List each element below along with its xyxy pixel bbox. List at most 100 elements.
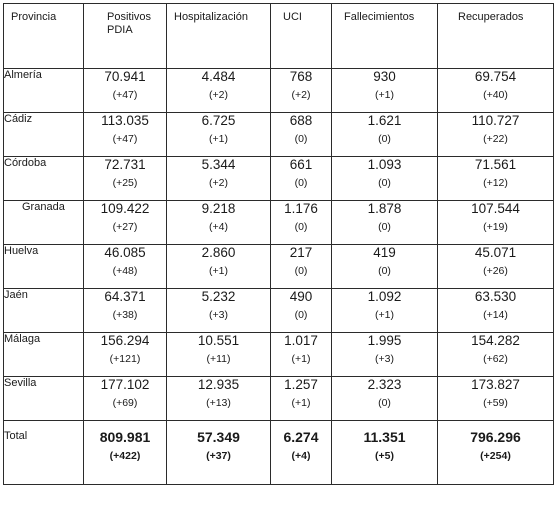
fallecimientos-delta: (0) [378, 221, 391, 233]
positivos-delta: (+27) [112, 221, 138, 233]
table-row: Huelva 46.085 (+48) 2.860 (+1) 217 (0) 419(… [3, 244, 554, 289]
hospitalizacion-value: 5.232 [201, 289, 236, 304]
hospitalizacion-delta: (+4) [209, 221, 228, 233]
recuperados-value: 45.071 [474, 245, 517, 260]
hospitalizacion-value: 12.935 [197, 377, 240, 392]
total-fallecimientos-cell: 11.351 (+5) [331, 420, 438, 485]
positivos-value: 64.371 [104, 289, 146, 304]
recuperados-cell: 110.727 (+22) [437, 112, 554, 157]
provincia-cell: Almería [3, 68, 84, 113]
positivos-value: 72.731 [104, 157, 146, 172]
positivos-value: 177.102 [100, 377, 150, 392]
header-hospitalizacion: Hospitalización [166, 3, 271, 69]
hospitalizacion-cell: 2.860 (+1) [166, 244, 271, 289]
recuperados-delta: (+26) [483, 265, 508, 277]
fallecimientos-cell: 930 (+1) [331, 68, 438, 113]
recuperados-delta: (+59) [483, 397, 508, 409]
uci-value: 217 [289, 245, 313, 260]
positivos-delta: (+47) [112, 89, 138, 101]
fallecimientos-delta: (+3) [375, 353, 394, 365]
fallecimientos-cell: 1.093 (0) [331, 156, 438, 201]
positivos-delta: (+69) [112, 397, 138, 409]
recuperados-cell: 45.071 (+26) [437, 244, 554, 289]
fallecimientos-value: 1.621 [367, 113, 402, 128]
table-row: Sevilla 177.102 (+69) 12.935 (+13) 1.257 (+… [3, 376, 554, 421]
fallecimientos-delta: (0) [378, 397, 391, 409]
uci-cell: 217 (0) [270, 244, 332, 289]
positivos-cell: 177.102 (+69) [83, 376, 167, 421]
recuperados-cell: 107.544 (+19) [437, 200, 554, 245]
header-positivos-line1: Positivos [107, 11, 152, 23]
uci-cell: 1.176 (0) [270, 200, 332, 245]
recuperados-cell: 69.754 (+40) [437, 68, 554, 113]
recuperados-value: 154.282 [471, 333, 520, 348]
recuperados-delta: (+19) [483, 221, 508, 233]
provincia-cell: Sevilla [3, 376, 84, 421]
table-row: Cádiz 113.035 (+47) 6.725 (+1) 688 (0) 1.62… [3, 112, 554, 157]
uci-cell: 490 (0) [270, 288, 332, 333]
positivos-value: 113.035 [101, 113, 149, 128]
positivos-cell: 113.035 (+47) [83, 112, 167, 157]
uci-delta: (0) [294, 177, 308, 189]
positivos-value: 70.941 [104, 69, 146, 84]
provincia-cell: Jaén [3, 288, 84, 333]
uci-delta: (0) [294, 221, 308, 233]
table-row: Almería 70.941 (+47) 4.484 (+2) 768 (+2) 93… [3, 68, 554, 113]
fallecimientos-cell: 1.621 (0) [331, 112, 438, 157]
fallecimientos-value: 1.995 [367, 333, 402, 348]
hospitalizacion-delta: (+1) [209, 133, 228, 145]
hospitalizacion-cell: 12.935 (+13) [166, 376, 271, 421]
table-row: Jaén 64.371 (+38) 5.232 (+3) 490 (0) 1.092(… [3, 288, 554, 333]
total-positivos-cell: 809.981 (+422) [83, 420, 167, 485]
table-row: Málaga 156.294 (+121) 10.551 (+11) 1.017 (+… [3, 332, 554, 377]
provincia-cell: Huelva [3, 244, 84, 289]
fallecimientos-value: 1.093 [367, 157, 402, 172]
hospitalizacion-cell: 10.551 (+11) [166, 332, 271, 377]
table-row: Córdoba 72.731 (+25) 5.344 (+2) 661 (0) 1.0… [3, 156, 554, 201]
fallecimientos-value: 2.323 [367, 377, 402, 392]
hospitalizacion-cell: 4.484 (+2) [166, 68, 271, 113]
recuperados-delta: (+40) [483, 89, 508, 101]
header-uci: UCI [270, 3, 332, 69]
total-recuperados-cell: 796.296 (+254) [437, 420, 554, 485]
uci-cell: 1.257 (+1) [270, 376, 332, 421]
hospitalizacion-delta: (+3) [209, 309, 228, 321]
hospitalizacion-value: 5.344 [201, 157, 236, 172]
fallecimientos-cell: 2.323 (0) [331, 376, 438, 421]
total-label: Total [3, 420, 84, 485]
recuperados-delta: (+14) [483, 309, 508, 321]
positivos-value: 109.422 [100, 201, 150, 216]
positivos-cell: 46.085 (+48) [83, 244, 167, 289]
positivos-value: 46.085 [104, 245, 146, 260]
recuperados-cell: 154.282 (+62) [437, 332, 554, 377]
positivos-cell: 70.941 (+47) [83, 68, 167, 113]
total-hospitalizacion-delta: (+37) [206, 450, 231, 462]
uci-cell: 661 (0) [270, 156, 332, 201]
positivos-cell: 64.371 (+38) [83, 288, 167, 333]
total-uci-cell: 6.274 (+4) [270, 420, 332, 485]
uci-delta: (0) [294, 265, 308, 277]
positivos-delta: (+47) [112, 133, 138, 145]
uci-value: 1.176 [284, 201, 318, 216]
fallecimientos-cell: 1.995 (+3) [331, 332, 438, 377]
recuperados-value: 69.754 [474, 69, 517, 84]
positivos-cell: 72.731 (+25) [83, 156, 167, 201]
fallecimientos-delta: (+1) [375, 309, 394, 321]
hospitalizacion-value: 6.725 [201, 113, 236, 128]
total-hospitalizacion-cell: 57.349 (+37) [166, 420, 271, 485]
total-row: Total 809.981 (+422) 57.349 (+37) 6.274 (+4… [3, 420, 554, 485]
header-row: Provincia Positivos PDIA Hospitalización… [3, 3, 554, 69]
hospitalizacion-value: 10.551 [197, 333, 240, 348]
total-fallecimientos-delta: (+5) [375, 450, 394, 462]
provincia-cell: Málaga [3, 332, 84, 377]
fallecimientos-delta: (+1) [375, 89, 394, 101]
recuperados-delta: (+22) [483, 133, 508, 145]
positivos-delta: (+48) [112, 265, 138, 277]
fallecimientos-value: 1.878 [367, 201, 402, 216]
recuperados-value: 107.544 [471, 201, 520, 216]
uci-cell: 768 (+2) [270, 68, 332, 113]
header-positivos: Positivos PDIA [83, 3, 167, 69]
hospitalizacion-delta: (+2) [209, 177, 228, 189]
hospitalizacion-value: 4.484 [201, 69, 236, 84]
uci-delta: (+2) [291, 89, 311, 101]
